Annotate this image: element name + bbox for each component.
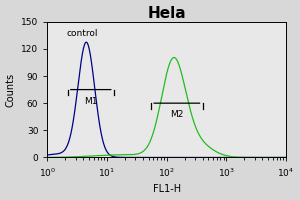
Title: Hela: Hela	[147, 6, 186, 21]
Text: M2: M2	[170, 110, 184, 119]
Text: M1: M1	[84, 97, 98, 106]
Text: control: control	[67, 29, 98, 38]
X-axis label: FL1-H: FL1-H	[153, 184, 181, 194]
Y-axis label: Counts: Counts	[6, 73, 16, 107]
